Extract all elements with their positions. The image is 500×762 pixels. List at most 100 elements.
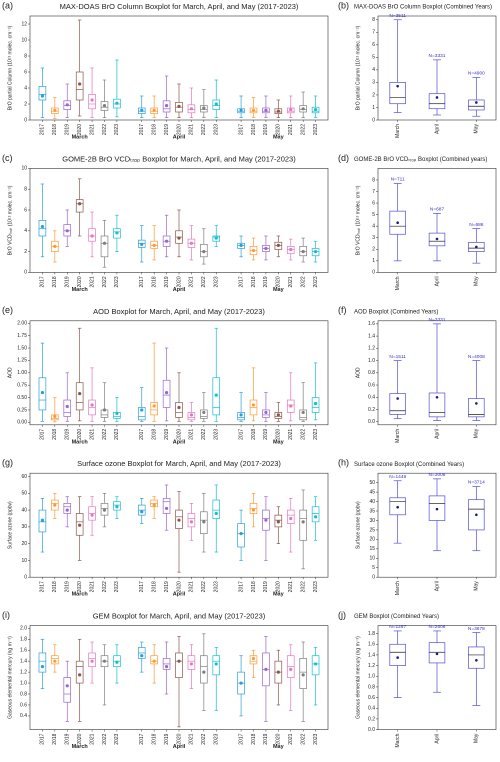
mean-marker: [102, 104, 107, 108]
mean-marker: [140, 654, 144, 658]
x-tick-label: 2020: [77, 429, 83, 440]
x-tick-label: 2017: [40, 124, 46, 135]
x-tick-label: 2023: [114, 276, 120, 287]
x-tick-label: 2023: [214, 581, 220, 592]
mean-marker: [189, 413, 194, 417]
x-tick-label: 2019: [164, 124, 170, 135]
n-label: N=687: [430, 207, 445, 213]
x-tick-label: 2020: [276, 429, 282, 440]
x-tick-label: 2023: [214, 429, 220, 440]
x-tick-label: 2017: [139, 581, 145, 592]
panel: (j) GEM Boxplot (Combined Years) Gaseous e…: [338, 610, 497, 748]
x-tick-label: 2018: [151, 429, 157, 440]
y-tick-label: 50: [21, 491, 27, 497]
mean-marker: [276, 243, 280, 247]
x-tick-label: May: [474, 428, 480, 438]
y-tick-label: 0: [24, 270, 27, 276]
box: [75, 199, 84, 213]
x-tick-label: 2020: [276, 733, 282, 744]
n-label: N=4008: [468, 354, 485, 360]
y-tick-label: 40: [21, 507, 27, 513]
box: [468, 398, 485, 418]
box: [212, 499, 221, 519]
y-tick-label: 4: [24, 228, 27, 234]
mean-marker: [251, 656, 256, 661]
mean-marker: [435, 96, 439, 99]
mean-marker: [301, 250, 305, 254]
mean-marker: [90, 403, 94, 407]
mean-marker: [164, 391, 169, 395]
box: [286, 509, 295, 524]
y-tick-label: 0.00: [17, 420, 27, 426]
mean-marker: [102, 408, 107, 412]
x-tick-label: 2023: [313, 124, 319, 135]
y-tick-label: 0.0: [368, 419, 375, 425]
x-tick-label: 2017: [139, 733, 145, 744]
x-tick-label: 2020: [176, 429, 182, 440]
mean-marker: [53, 659, 57, 663]
box: [311, 506, 320, 523]
n-label: N=1267: [389, 624, 406, 630]
mean-marker: [189, 662, 194, 666]
box: [428, 392, 446, 418]
mean-marker: [264, 410, 268, 415]
mean-marker: [164, 506, 169, 511]
x-tick-label: 2018: [52, 733, 58, 744]
mean-marker: [65, 508, 69, 512]
y-tick-label: 35: [369, 508, 375, 514]
x-tick-label: 2023: [313, 429, 319, 440]
group-label: April: [173, 134, 186, 140]
y-tick-label: 3: [372, 235, 375, 241]
mean-marker: [78, 202, 82, 206]
x-tick-label: 2023: [313, 733, 319, 744]
box: [150, 402, 158, 416]
box: [88, 94, 96, 110]
mean-marker: [264, 246, 268, 251]
x-tick-label: April: [434, 734, 440, 744]
mean-marker: [115, 101, 119, 105]
group-label: April: [173, 744, 186, 750]
x-tick-label: 2018: [52, 124, 58, 135]
mean-marker: [53, 244, 57, 248]
y-axis-label: AOD: [7, 367, 13, 378]
n-label: N=2606: [429, 624, 446, 630]
group-label: April: [173, 592, 186, 598]
y-tick-label: 2: [372, 247, 375, 253]
y-tick-label: 1.0: [20, 680, 27, 686]
x-tick-label: April: [434, 276, 440, 286]
mean-marker: [276, 413, 280, 417]
panel-title: MAX-DOAS BrO Column Boxplot for March, A…: [60, 2, 299, 11]
x-tick-label: 2023: [214, 124, 220, 135]
y-tick-label: 7: [372, 189, 375, 195]
x-tick-label: 2020: [176, 124, 182, 135]
x-tick-label: 2020: [276, 581, 282, 592]
y-tick-label: 0.2: [368, 407, 375, 413]
mean-marker: [78, 392, 82, 396]
panel: (c) GOME-2B BrO VCDₜᵣₒₚ Boxplot for March…: [2, 153, 329, 293]
mean-marker: [301, 107, 305, 111]
y-tick-label: 20: [369, 537, 375, 543]
mean-marker: [90, 513, 94, 517]
x-tick-label: 2022: [300, 581, 306, 592]
mean-marker: [289, 108, 293, 112]
y-tick-label: 0.8: [368, 370, 375, 376]
y-tick-label: 0: [372, 575, 375, 581]
y-tick-label: 5: [372, 565, 375, 571]
mean-marker: [396, 221, 399, 225]
x-tick-label: 2022: [300, 276, 306, 287]
x-tick-label: 2018: [52, 581, 58, 592]
y-tick-label: 1.4: [368, 652, 375, 658]
y-axis-label: Surface ozone (ppbv): [7, 501, 13, 549]
mean-marker: [115, 660, 119, 664]
n-label: N=711: [391, 177, 405, 183]
box: [137, 407, 146, 421]
mean-marker: [313, 250, 318, 254]
x-tick-label: 2023: [114, 124, 120, 135]
x-tick-label: 2017: [139, 124, 145, 135]
n-label: N=4900: [468, 71, 485, 77]
box: [468, 99, 485, 111]
mean-marker: [202, 520, 206, 524]
y-tick-label: 0.4: [20, 713, 27, 719]
x-tick-label: 2019: [65, 276, 71, 287]
x-tick-label: 2018: [52, 429, 58, 440]
